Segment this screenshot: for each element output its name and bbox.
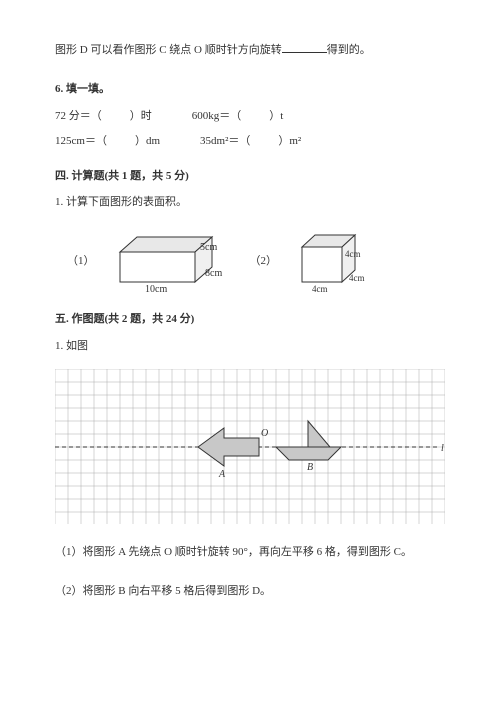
cube-figure: 4cm 4cm 4cm xyxy=(297,227,377,295)
fig1-label: （1） xyxy=(67,251,95,272)
figures-row: （1） 5cm 8cm 10cm （2） 4cm 4cm 4cm xyxy=(67,227,445,295)
intro-tail: 得到的。 xyxy=(327,44,371,56)
sec4-title: 四. 计算题(共 1 题，共 5 分) xyxy=(55,166,445,187)
q6-r2b: 35dm²＝（）m² xyxy=(200,131,301,152)
intro-line: 图形 D 可以看作图形 C 绕点 O 顺时针方向旋转 得到的。 xyxy=(55,40,445,61)
label-b: B xyxy=(307,462,313,473)
sec4-q1: 1. 计算下面图形的表面积。 xyxy=(55,192,445,213)
intro-blank[interactable] xyxy=(282,41,327,53)
fig2-s1: 4cm xyxy=(345,249,361,259)
sec5-q1: 1. 如图 xyxy=(55,336,445,357)
q6-title: 6. 填一填。 xyxy=(55,79,445,100)
fig2-label: （2） xyxy=(250,251,278,272)
label-o: O xyxy=(261,428,268,439)
sec5-sub2: （2）将图形 B 向右平移 5 格后得到图形 D。 xyxy=(55,581,445,602)
fig1-d: 8cm xyxy=(205,268,222,279)
q6-row2: 125cm＝（）dm 35dm²＝（）m² xyxy=(55,131,445,152)
fig2-s2: 4cm xyxy=(349,273,365,283)
fig2-s3: 4cm xyxy=(312,284,328,294)
sec5-sub1: （1）将图形 A 先绕点 O 顺时针旋转 90°，再向左平移 6 格，得到图形 … xyxy=(55,542,445,563)
q6-r1b: 600kg＝（）t xyxy=(192,106,284,127)
q6-r2a: 125cm＝（）dm xyxy=(55,131,160,152)
sec5-title: 五. 作图题(共 2 题，共 24 分) xyxy=(55,309,445,330)
grid-figure: l A O B xyxy=(55,369,445,524)
q6-r1a: 72 分＝（）时 xyxy=(55,106,152,127)
q6-row1: 72 分＝（）时 600kg＝（）t xyxy=(55,106,445,127)
cuboid-figure: 5cm 8cm 10cm xyxy=(115,227,230,295)
intro-text: 图形 D 可以看作图形 C 绕点 O 顺时针方向旋转 xyxy=(55,44,282,56)
fig1-h: 5cm xyxy=(200,242,217,253)
fig1-w: 10cm xyxy=(145,284,167,295)
shape-b-hull xyxy=(276,447,341,460)
label-a: A xyxy=(218,469,226,480)
label-l: l xyxy=(441,443,444,454)
